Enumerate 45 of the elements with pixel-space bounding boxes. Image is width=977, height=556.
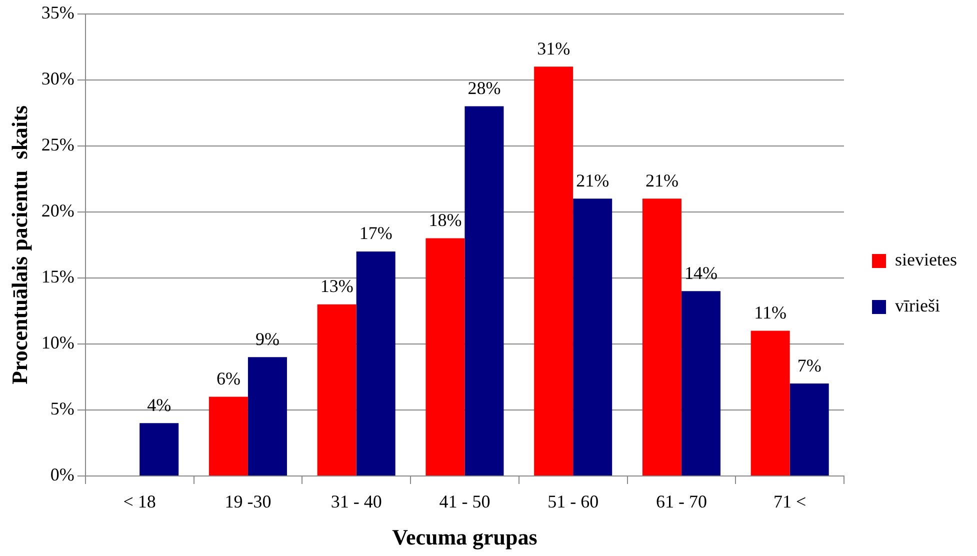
- bar: [642, 198, 682, 476]
- bar: [208, 396, 248, 476]
- bar: [356, 252, 396, 476]
- x-tick-label: 19 -30: [224, 492, 272, 512]
- data-label: 7%: [797, 355, 822, 376]
- data-label: 11%: [754, 302, 786, 322]
- data-label: 6%: [216, 368, 240, 388]
- bar: [534, 66, 574, 476]
- bar: [573, 198, 612, 476]
- data-label: 21%: [645, 170, 678, 190]
- data-label: 21%: [576, 170, 610, 190]
- bar: [426, 238, 465, 476]
- y-tick-label: 15%: [41, 266, 74, 287]
- legend-label: vīrieši: [895, 296, 940, 316]
- y-tick-label: 30%: [41, 68, 74, 89]
- data-label: 17%: [359, 223, 392, 244]
- bar: [750, 330, 790, 476]
- x-tick-label: 61 - 70: [656, 492, 707, 512]
- y-tick-label: 25%: [41, 134, 74, 155]
- x-tick-label: 31 - 40: [330, 492, 382, 512]
- y-tick-label: 10%: [41, 332, 74, 353]
- y-tick-label: 0%: [50, 464, 74, 485]
- x-axis-title: Vecuma grupas: [392, 524, 538, 550]
- bar: [681, 291, 720, 476]
- data-label: 31%: [537, 38, 570, 58]
- y-tick-label: 35%: [41, 2, 74, 23]
- bar: [790, 384, 829, 476]
- bar: [317, 304, 356, 476]
- data-label: 13%: [320, 276, 354, 296]
- bar: [140, 423, 179, 476]
- bar: [464, 106, 504, 476]
- data-label: 28%: [468, 78, 501, 98]
- x-tick-label: 71 <: [774, 492, 806, 512]
- y-tick-label: 20%: [41, 200, 74, 221]
- data-label: 14%: [684, 262, 718, 283]
- data-label: 18%: [428, 210, 462, 230]
- legend-label: sievietes: [895, 250, 958, 270]
- x-tick-label: < 18: [123, 492, 156, 512]
- y-axis-title: Procentuālais pacientu skaits: [6, 105, 32, 384]
- data-label: 9%: [255, 328, 280, 349]
- data-label: 4%: [147, 394, 172, 415]
- x-tick-label: 41 - 50: [439, 492, 490, 512]
- x-tick-label: 51 - 60: [548, 492, 599, 512]
- y-tick-label: 5%: [50, 398, 74, 419]
- bar: [248, 357, 287, 476]
